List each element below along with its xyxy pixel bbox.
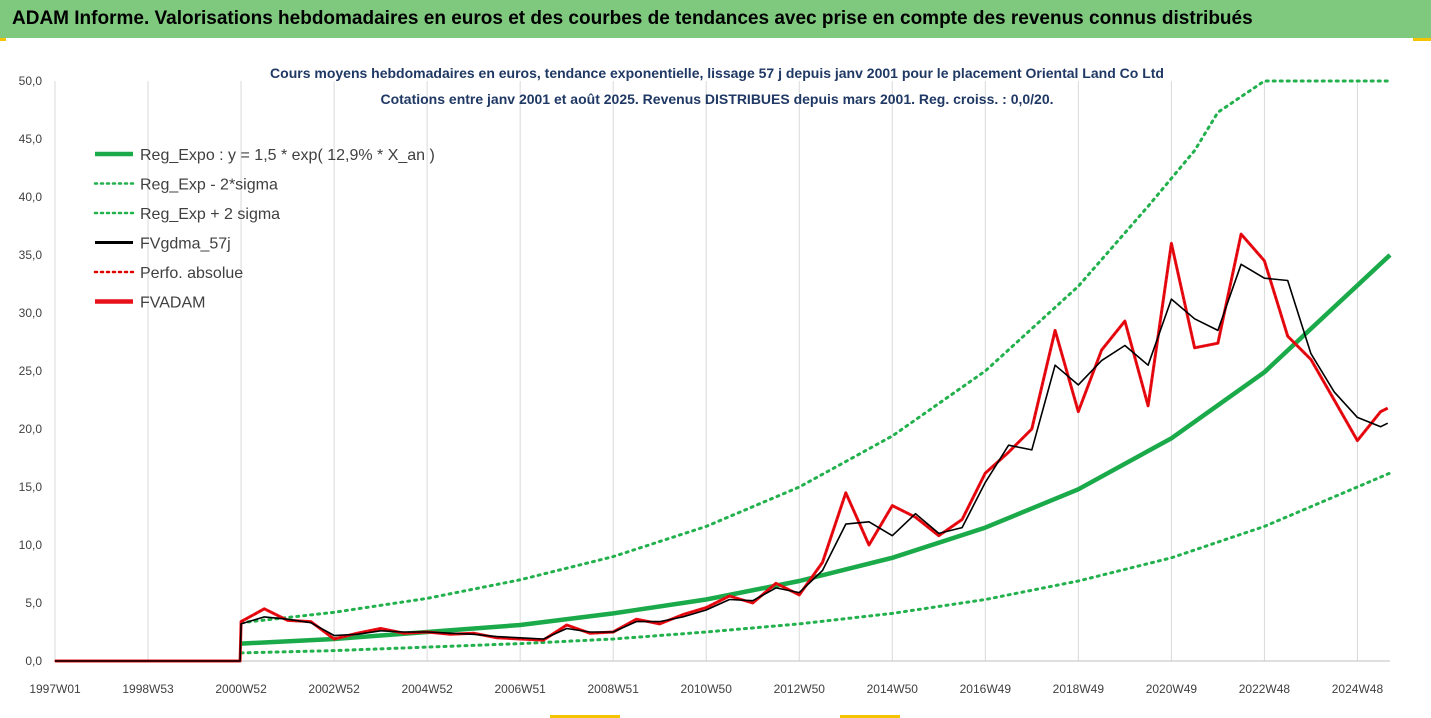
x-tick-label: 2012W50 xyxy=(774,682,826,696)
x-tick-label: 1998W53 xyxy=(122,682,174,696)
y-tick-label: 35,0 xyxy=(19,248,43,262)
series-perfo-absolue-line xyxy=(54,233,1389,662)
chart-subtitle: Cotations entre janv 2001 et août 2025. … xyxy=(380,91,1053,107)
report-banner: ADAM Informe. Valorisations hebdomadaire… xyxy=(0,0,1431,38)
x-tick-label: 2022W48 xyxy=(1239,682,1291,696)
corner-mark-top-right xyxy=(1413,38,1431,41)
corner-mark-bottom-right xyxy=(840,715,900,718)
x-tick-label: 2024W48 xyxy=(1332,682,1384,696)
legend-item-fvgdma: FVgdma_57j xyxy=(95,236,231,253)
x-tick-label: 2008W51 xyxy=(588,682,640,696)
series-fvgdma-57j-line xyxy=(55,263,1389,662)
chart-legend: Reg_Expo : y = 1,5 * exp( 12,9% * X_an )… xyxy=(93,147,435,312)
series-reg-exp-plus-2sigma-line xyxy=(239,79,1392,625)
y-tick-label: 40,0 xyxy=(19,190,43,204)
legend-item-reg-expo: Reg_Expo : y = 1,5 * exp( 12,9% * X_an ) xyxy=(95,147,435,164)
x-tick-label: 2004W52 xyxy=(401,682,453,696)
y-axis-ticks: 0,0 5,0 10,0 15,0 20,0 25,0 30,0 35,0 40,0 45,0 50… xyxy=(19,74,43,668)
chart-area: 0,0 5,0 10,0 15,0 20,0 25,0 30,0 35,0 40,0 45,0 50… xyxy=(19,65,1392,696)
grid-lines xyxy=(54,81,1390,662)
legend-label: Reg_Exp - 2*sigma xyxy=(140,177,278,194)
y-tick-label: 15,0 xyxy=(19,480,43,494)
x-axis-ticks: 1997W01 1998W53 2000W52 2002W52 2004W52 2006W… xyxy=(29,682,1383,696)
x-tick-label: 2020W49 xyxy=(1146,682,1198,696)
y-tick-label: 25,0 xyxy=(19,364,43,378)
y-tick-label: 50,0 xyxy=(19,74,43,88)
x-tick-label: 2018W49 xyxy=(1053,682,1105,696)
legend-label: Perfo. absolue xyxy=(140,265,243,282)
series-reg-exp-minus-2sigma-line xyxy=(239,471,1392,655)
chart-title: Cours moyens hebdomadaires en euros, ten… xyxy=(270,65,1164,81)
legend-label: FVgdma_57j xyxy=(140,236,231,253)
y-tick-label: 5,0 xyxy=(25,596,42,610)
legend-label: FVADAM xyxy=(140,295,205,312)
y-tick-label: 30,0 xyxy=(19,306,43,320)
legend-item-fvadam: FVADAM xyxy=(95,295,205,312)
data-series xyxy=(54,232,1389,663)
x-tick-label: 2006W51 xyxy=(494,682,546,696)
x-tick-label: 2000W52 xyxy=(215,682,267,696)
x-tick-label: 1997W01 xyxy=(29,682,81,696)
legend-item-reg-exp-plus: Reg_Exp + 2 sigma xyxy=(93,206,280,223)
corner-mark-top-left xyxy=(0,38,6,41)
x-tick-label: 2010W50 xyxy=(681,682,733,696)
legend-item-reg-exp-minus: Reg_Exp - 2*sigma xyxy=(93,177,278,194)
x-tick-label: 2014W50 xyxy=(867,682,919,696)
legend-item-perfo: Perfo. absolue xyxy=(93,265,243,282)
legend-label: Reg_Exp + 2 sigma xyxy=(140,206,280,223)
series-reg-expo-line xyxy=(240,253,1392,646)
y-tick-label: 10,0 xyxy=(19,538,43,552)
y-tick-label: 0,0 xyxy=(25,654,42,668)
x-tick-label: 2016W49 xyxy=(960,682,1012,696)
report-title: ADAM Informe. Valorisations hebdomadaire… xyxy=(12,8,1253,29)
y-tick-label: 20,0 xyxy=(19,422,43,436)
y-tick-label: 45,0 xyxy=(19,132,43,146)
legend-label: Reg_Expo : y = 1,5 * exp( 12,9% * X_an ) xyxy=(140,147,435,164)
trend-bands xyxy=(239,79,1392,655)
corner-mark-bottom-center xyxy=(550,715,620,718)
x-tick-label: 2002W52 xyxy=(308,682,360,696)
